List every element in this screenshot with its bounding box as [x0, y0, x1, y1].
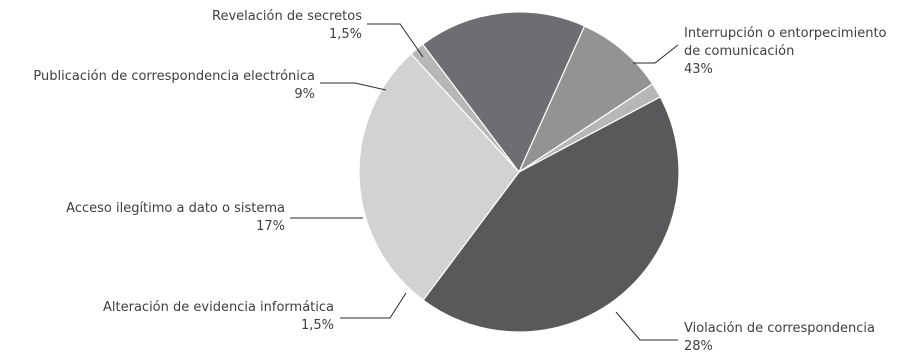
leader-lines: [290, 23, 679, 341]
pie-slice: [421, 11, 586, 174]
pie-slice: [358, 53, 520, 301]
slice-label: Revelación de secretos 1,5%: [212, 9, 362, 42]
pie-slice: [422, 96, 680, 333]
leader-line: [340, 292, 407, 319]
slice-category-label: Publicación de correspondencia electróni…: [33, 69, 315, 84]
slice-category-label: de comunicación: [684, 44, 794, 59]
slice-category-label: Alteración de evidencia informática: [103, 300, 334, 315]
pie-slices: [358, 11, 680, 333]
pie-slice: [518, 83, 662, 173]
pie-slice: [517, 25, 654, 174]
slice-value-label: 1,5%: [301, 318, 334, 333]
slice-category-label: Violación de correspondencia: [684, 321, 875, 336]
slice-label: Interrupción o entorpecimiento de comunic…: [684, 26, 887, 77]
slice-category-label: Revelación de secretos: [212, 9, 362, 24]
slice-category-label: Acceso ilegítimo a dato o sistema: [66, 201, 285, 216]
slice-value-label: 43%: [684, 62, 713, 77]
slice-labels: Interrupción o entorpecimiento de comunic…: [33, 9, 886, 353]
slice-value-label: 17%: [256, 219, 285, 234]
slice-value-label: 1,5%: [329, 27, 362, 42]
slice-label: Publicación de correspondencia electróni…: [33, 69, 315, 102]
leader-line: [615, 311, 678, 341]
leader-line: [320, 82, 387, 91]
leader-line: [367, 23, 424, 58]
leader-line: [633, 44, 679, 64]
slice-label: Violación de correspondencia 28%: [684, 321, 875, 353]
slice-label: Alteración de evidencia informática 1,5%: [103, 300, 334, 333]
slice-value-label: 9%: [294, 87, 315, 102]
slice-category-label: Interrupción o entorpecimiento: [684, 26, 887, 41]
slice-value-label: 28%: [684, 339, 713, 353]
slice-label: Acceso ilegítimo a dato o sistema 17%: [66, 201, 285, 234]
